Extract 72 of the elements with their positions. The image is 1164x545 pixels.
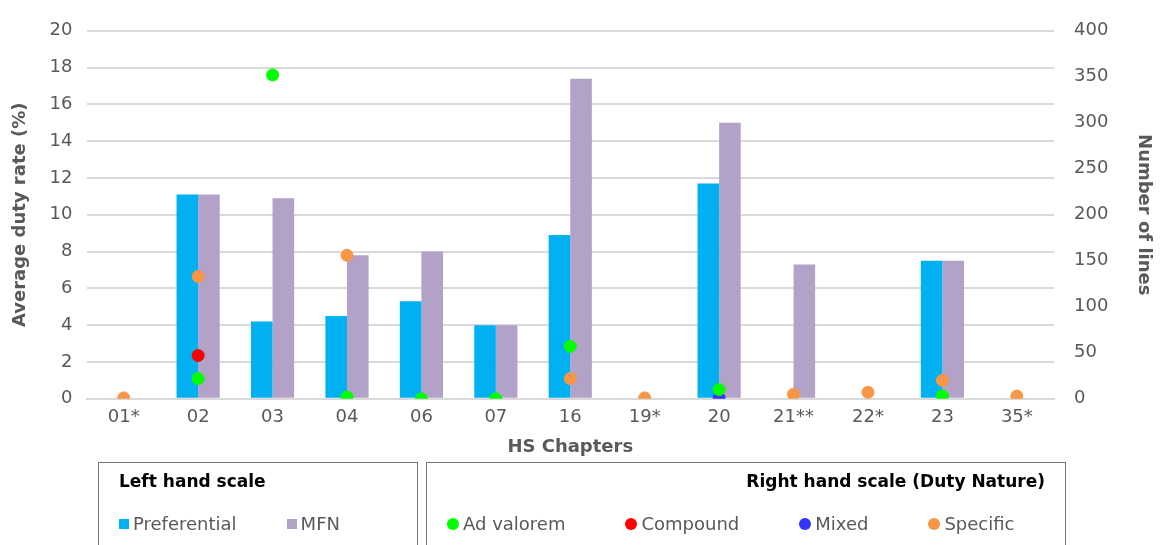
y2-tick-label: 50 <box>1074 340 1097 362</box>
legend-label: MFN <box>300 513 340 534</box>
y-tick-label: 16 <box>49 92 73 114</box>
bar <box>495 325 518 398</box>
bar <box>347 255 369 398</box>
point <box>340 248 354 262</box>
bar <box>793 264 816 398</box>
legend-label: Preferential <box>133 513 237 534</box>
legend-label: Mixed <box>815 513 869 534</box>
y2-tick-label: 350 <box>1074 64 1109 86</box>
x-tick-label: 21** <box>773 405 815 427</box>
x-tick-label: 23 <box>930 405 954 427</box>
y2-tick-label: 0 <box>1074 386 1086 408</box>
y-tick-label: 2 <box>61 349 73 371</box>
legend-label: Compound <box>641 513 740 534</box>
x-tick-label: 19* <box>628 405 661 427</box>
x-tick-label: 06 <box>409 405 433 427</box>
x-tick-label: 02 <box>186 405 210 427</box>
y2-tick-label: 250 <box>1074 156 1109 178</box>
x-tick-label: 35* <box>1000 405 1033 427</box>
point <box>787 387 801 399</box>
point <box>935 373 949 387</box>
x-tick-label: 20 <box>707 405 731 427</box>
bar <box>176 194 199 398</box>
point <box>861 385 875 399</box>
y-axis-title: Average duty rate (%) <box>8 102 30 328</box>
x-tick-label: 16 <box>558 405 582 427</box>
point <box>266 68 280 82</box>
bar <box>942 260 964 398</box>
y2-tick-label: 300 <box>1074 110 1109 132</box>
y-tick-label: 8 <box>61 239 73 261</box>
point <box>191 349 205 363</box>
bar <box>325 316 347 398</box>
bar <box>719 122 741 398</box>
bar <box>421 251 444 398</box>
bar <box>399 301 422 398</box>
x-axis-title: HS Chapters <box>507 434 634 456</box>
y-tick-label: 6 <box>61 276 73 298</box>
point <box>563 339 577 353</box>
y-tick-label: 20 <box>49 18 73 40</box>
point <box>712 383 726 397</box>
y2-tick-label: 100 <box>1074 294 1109 316</box>
text: Right hand scale (Duty Nature) <box>745 471 1045 491</box>
bar <box>198 194 220 398</box>
x-tick-label: 01* <box>107 405 140 427</box>
bar <box>570 78 592 398</box>
bar <box>697 183 720 398</box>
y2-tick-label: 200 <box>1074 202 1109 224</box>
y-tick-label: 14 <box>49 128 73 150</box>
point <box>191 269 205 283</box>
y-tick-label: 10 <box>49 202 73 224</box>
x-tick-label: 03 <box>261 405 285 427</box>
legend-label: Ad valorem <box>463 513 566 534</box>
legend-label: Specific <box>944 513 1015 534</box>
y2-tick-label: 400 <box>1074 18 1109 40</box>
point <box>191 372 205 386</box>
y-tick-label: 0 <box>61 386 73 408</box>
bar <box>474 325 496 398</box>
bar <box>250 321 273 398</box>
y-tick-label: 12 <box>49 165 73 187</box>
y-tick-label: 4 <box>61 312 73 334</box>
bar <box>920 260 943 398</box>
x-tick-label: 07 <box>484 405 508 427</box>
text: Left hand scale <box>119 471 267 491</box>
x-tick-label: 22* <box>852 405 884 427</box>
y2-axis-title: Number of lines <box>1134 134 1156 296</box>
y-tick-label: 18 <box>49 55 73 77</box>
y2-tick-label: 150 <box>1074 248 1109 270</box>
point <box>563 372 577 386</box>
bar <box>272 198 295 398</box>
x-tick-label: 04 <box>335 405 359 427</box>
bar <box>548 235 571 398</box>
